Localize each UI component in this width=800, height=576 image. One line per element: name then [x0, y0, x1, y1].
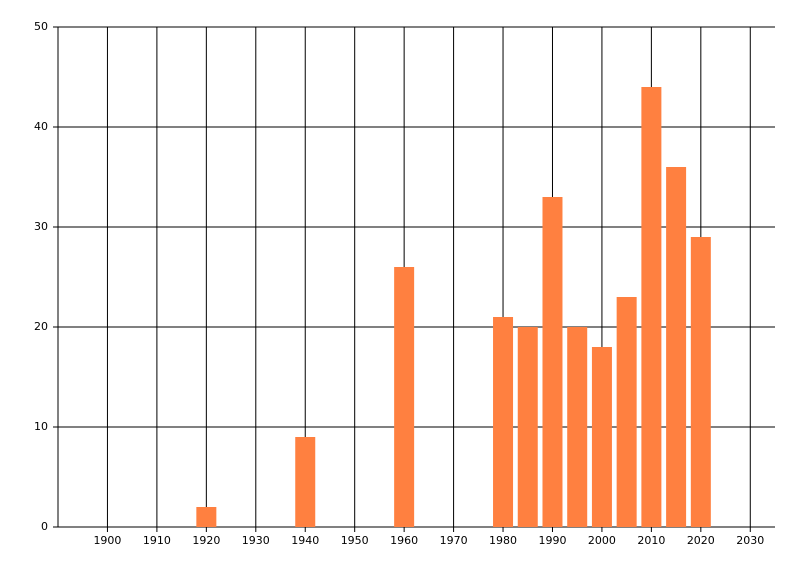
- bar: [616, 297, 637, 527]
- x-tick-label: 1910: [143, 534, 171, 547]
- bar: [295, 437, 316, 527]
- x-tick-label: 1930: [242, 534, 270, 547]
- x-tick-label: 2000: [588, 534, 616, 547]
- bar: [567, 327, 588, 527]
- x-tick-label: 2010: [637, 534, 665, 547]
- x-tick-label: 1960: [390, 534, 418, 547]
- x-tick-label: 2020: [687, 534, 715, 547]
- x-tick-label: 2030: [736, 534, 764, 547]
- x-tick-label: 1940: [291, 534, 319, 547]
- bar: [542, 197, 563, 527]
- bar: [690, 237, 711, 527]
- bar: [196, 507, 217, 527]
- y-tick-label: 10: [34, 420, 48, 433]
- bar: [394, 267, 415, 527]
- bar: [591, 347, 612, 527]
- bar: [517, 327, 538, 527]
- x-tick-label: 1980: [489, 534, 517, 547]
- bar: [641, 87, 662, 527]
- bar: [666, 167, 687, 527]
- y-tick-label: 30: [34, 220, 48, 233]
- y-tick-label: 40: [34, 120, 48, 133]
- x-tick-label: 1920: [192, 534, 220, 547]
- x-tick-label: 1900: [93, 534, 121, 547]
- x-tick-label: 1950: [341, 534, 369, 547]
- x-tick-label: 1970: [440, 534, 468, 547]
- y-tick-label: 50: [34, 20, 48, 33]
- x-tick-label: 1990: [538, 534, 566, 547]
- y-tick-label: 0: [41, 520, 48, 533]
- bar: [493, 317, 514, 527]
- y-tick-label: 20: [34, 320, 48, 333]
